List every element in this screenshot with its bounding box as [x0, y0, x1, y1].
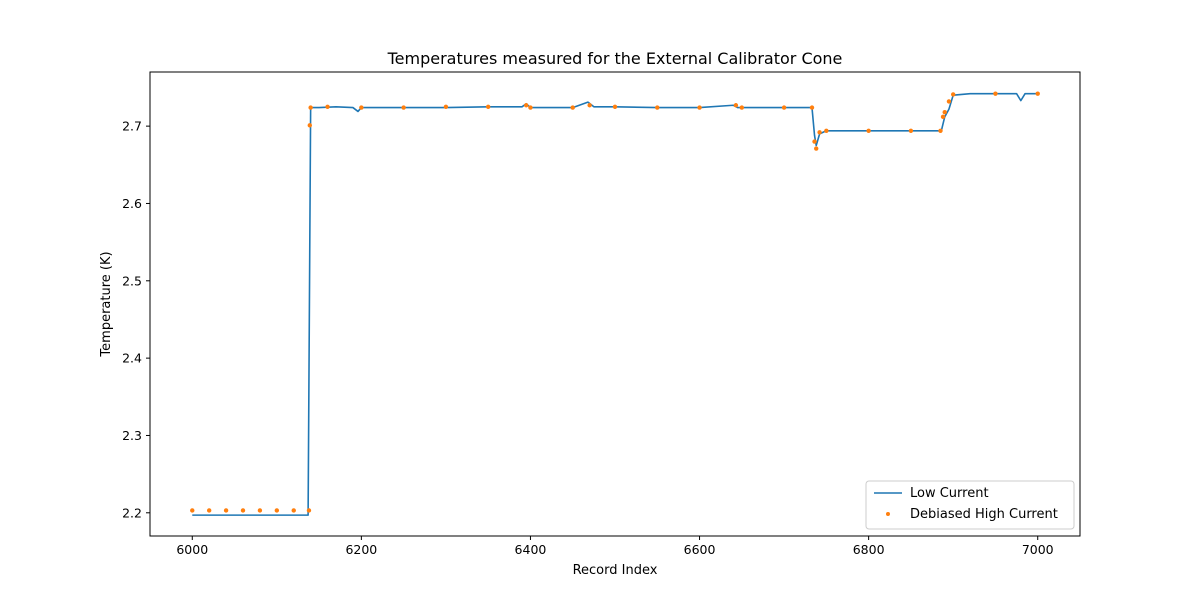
high-current-point [946, 99, 952, 104]
high-current-point [528, 105, 533, 110]
high-current-point [824, 128, 829, 133]
x-tick-label: 7000 [1022, 542, 1054, 557]
series-low-current-line [192, 92, 1038, 516]
x-tick-label: 6600 [684, 542, 716, 557]
legend: Low Current Debiased High Current [865, 480, 1075, 530]
y-tick-label: 2.5 [122, 273, 142, 288]
legend-entry-debiased-high-current: Debiased High Current [910, 507, 1058, 522]
high-current-point [950, 92, 956, 97]
y-axis: 2.2 2.3 2.4 2.5 2.6 2.7 [122, 119, 150, 520]
high-current-point [587, 103, 592, 108]
legend-entry-low-current: Low Current [910, 486, 989, 501]
y-tick-label: 2.2 [122, 505, 142, 520]
high-current-point [190, 508, 195, 513]
series-layer [190, 91, 1040, 516]
high-current-point [524, 103, 529, 108]
chart-title: Temperatures measured for the External C… [387, 49, 843, 68]
y-axis-label: Temperature (K) [99, 251, 114, 357]
high-current-point [814, 146, 819, 151]
x-tick-label: 6200 [345, 542, 377, 557]
x-tick-label: 6400 [515, 542, 547, 557]
y-tick-label: 2.3 [122, 428, 142, 443]
high-current-point [655, 105, 660, 110]
x-axis: 6000 6200 6400 6600 6800 7000 [176, 536, 1054, 557]
high-current-point [206, 508, 212, 513]
high-current-point [325, 104, 330, 110]
series-debiased-high-current-points [190, 91, 1040, 513]
high-current-point [240, 508, 246, 513]
high-current-point [308, 105, 313, 110]
high-current-point [570, 105, 575, 110]
high-current-point [697, 105, 702, 110]
y-tick-label: 2.7 [122, 119, 142, 134]
high-current-point [1035, 91, 1040, 96]
plot-background [150, 72, 1080, 536]
high-current-point [485, 104, 491, 110]
high-current-point [739, 105, 745, 110]
x-axis-label: Record Index [573, 563, 658, 578]
high-current-point [306, 508, 312, 513]
high-current-point [866, 128, 871, 133]
high-current-point [612, 104, 618, 110]
high-current-point [817, 130, 822, 135]
high-current-point [809, 105, 815, 110]
legend-point-swatch [886, 512, 890, 516]
high-current-point [908, 128, 914, 133]
high-current-point [274, 508, 280, 513]
high-current-point [993, 91, 998, 96]
legend-box [865, 480, 1075, 530]
high-current-point [781, 105, 787, 110]
high-current-point [359, 105, 364, 110]
x-tick-label: 6000 [176, 542, 208, 557]
x-tick-label: 6800 [853, 542, 885, 557]
plot-area [149, 71, 1081, 537]
high-current-point [812, 139, 817, 144]
high-current-point [940, 114, 946, 120]
high-current-point [291, 508, 296, 513]
high-current-point [307, 123, 312, 128]
high-current-point [223, 508, 229, 513]
high-current-point [942, 110, 947, 115]
high-current-point [733, 103, 739, 108]
high-current-point [443, 104, 449, 110]
plot-frame [149, 71, 1081, 537]
y-tick-label: 2.6 [122, 196, 142, 211]
high-current-point [257, 508, 263, 513]
y-tick-label: 2.4 [122, 351, 142, 366]
high-current-point [401, 105, 406, 110]
high-current-point [938, 128, 943, 133]
